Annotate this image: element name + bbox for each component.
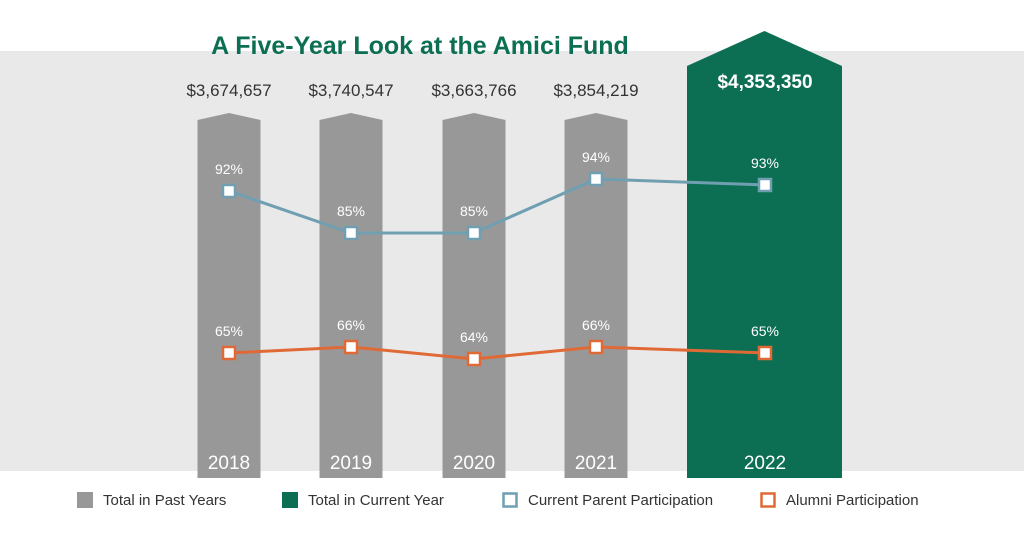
bar-current-year: [687, 31, 842, 478]
total-label-2020: $3,663,766: [431, 81, 516, 100]
series-marker-alumni-2020: [466, 351, 482, 367]
series-marker-alumni-2018: [221, 345, 237, 361]
series-marker-alumni-2019: [343, 339, 359, 355]
legend-swatch-2: [502, 492, 518, 508]
year-label-2018: 2018: [208, 453, 250, 474]
chart-title: A Five-Year Look at the Amici Fund: [211, 32, 629, 60]
total-label-2018: $3,674,657: [186, 81, 271, 100]
series-marker-parent-2022: [757, 177, 773, 193]
pct-label-parent-2022: 93%: [751, 155, 779, 171]
total-label-2022: $4,353,350: [717, 72, 812, 93]
pct-label-alumni-2018: 65%: [215, 323, 243, 339]
legend: Total in Past Years Total in Current Year…: [77, 492, 919, 509]
legend-label-0: Total in Past Years: [103, 492, 226, 509]
pct-label-alumni-2021: 66%: [582, 317, 610, 333]
chart-background-panel: [0, 51, 1024, 471]
pct-label-alumni-2022: 65%: [751, 323, 779, 339]
bars-layer: $3,674,657 2018 $3,740,547 2019 $3,663,766 20…: [186, 31, 842, 478]
legend-swatch-0: [77, 492, 93, 508]
pct-label-parent-2019: 85%: [337, 203, 365, 219]
pct-label-parent-2018: 92%: [215, 161, 243, 177]
series-marker-alumni-2022: [757, 345, 773, 361]
series-marker-parent-2021: [588, 171, 604, 187]
total-label-2021: $3,854,219: [553, 81, 638, 100]
legend-label-1: Total in Current Year: [308, 492, 444, 509]
series-marker-alumni-2021: [588, 339, 604, 355]
bar-past-year-2019: [319, 113, 383, 478]
bar-past-year-2018: [197, 113, 261, 478]
total-label-2019: $3,740,547: [308, 81, 393, 100]
series-marker-parent-2019: [343, 225, 359, 241]
year-label-2021: 2021: [575, 453, 617, 474]
bar-past-year-2021: [564, 113, 628, 478]
legend-label-2: Current Parent Participation: [528, 492, 713, 509]
lines-layer: 92% 85% 85% 94% 93% 65% 66% 64% 66% 65%: [215, 149, 779, 367]
year-label-2022: 2022: [744, 453, 786, 474]
pct-label-parent-2021: 94%: [582, 149, 610, 165]
year-label-2020: 2020: [453, 453, 495, 474]
legend-swatch-3: [760, 492, 776, 508]
series-marker-parent-2020: [466, 225, 482, 241]
series-marker-parent-2018: [221, 183, 237, 199]
legend-label-3: Alumni Participation: [786, 492, 919, 509]
pct-label-alumni-2019: 66%: [337, 317, 365, 333]
pct-label-parent-2020: 85%: [460, 203, 488, 219]
bar-past-year-2020: [442, 113, 506, 478]
legend-swatch-1: [282, 492, 298, 508]
year-label-2019: 2019: [330, 453, 372, 474]
pct-label-alumni-2020: 64%: [460, 329, 488, 345]
